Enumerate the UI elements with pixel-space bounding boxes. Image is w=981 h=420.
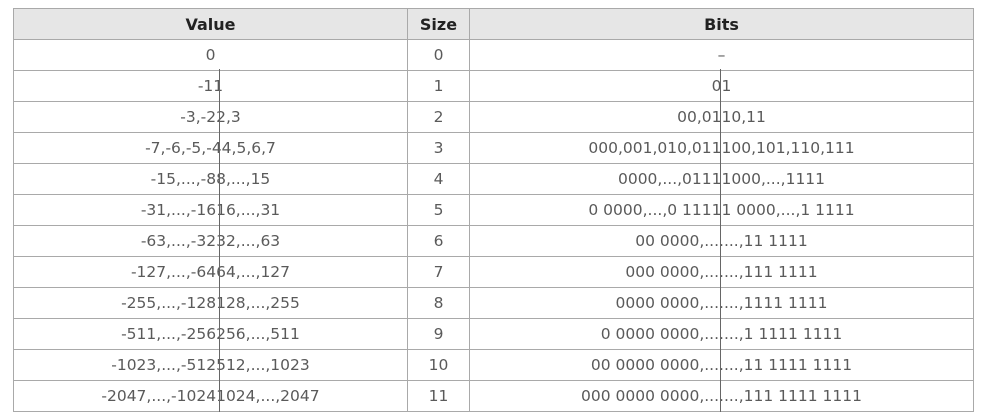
table-row: -255,...,-128128,...,255 8 0000 0000,.....… — [13, 287, 974, 319]
cell-size: 7 — [407, 256, 470, 288]
cell-value: -1023,...,-512512,...,1023 — [13, 349, 408, 381]
table-header-row: Value Size Bits — [13, 8, 974, 40]
cell-size: 6 — [407, 225, 470, 257]
table-row: -11 1 01 — [13, 70, 974, 102]
cell-bits: 00 0000,.......,11 1111 — [469, 225, 974, 257]
table-body: 0 0– -11 1 01 -3,-22,3 2 00,0110,11 -7,-6,-5,-44… — [13, 39, 974, 412]
cell-value: -63,...,-3232,...,63 — [13, 225, 408, 257]
cell-size: 3 — [407, 132, 470, 164]
table-row: -15,...,-88,...,15 4 0000,...,01111000,...… — [13, 163, 974, 195]
value-column-divider-line — [219, 69, 220, 412]
cell-size: 11 — [407, 380, 470, 412]
cell-bits: 000 0000,.......,111 1111 — [469, 256, 974, 288]
cell-value: -255,...,-128128,...,255 — [13, 287, 408, 319]
cell-value: -7,-6,-5,-44,5,6,7 — [13, 132, 408, 164]
table-row: -3,-22,3 2 00,0110,11 — [13, 101, 974, 133]
cell-value: -11 — [13, 70, 408, 102]
table-row: -1023,...,-512512,...,1023 10 00 0000 0000… — [13, 349, 974, 381]
cell-value: 0 — [13, 39, 408, 71]
cell-bits: 000 0000 0000,.......,111 1111 1111 — [469, 380, 974, 412]
cell-size: 10 — [407, 349, 470, 381]
cell-value: -31,...,-1616,...,31 — [13, 194, 408, 226]
bits-column-divider-line — [720, 69, 721, 412]
header-value: Value — [13, 8, 408, 40]
table-row: -127,...,-6464,...,127 7 000 0000,.......,… — [13, 256, 974, 288]
cell-size: 0 — [407, 39, 470, 71]
table-row: -2047,...,-10241024,...,2047 11 000 0000 0… — [13, 380, 974, 412]
cell-size: 9 — [407, 318, 470, 350]
cell-value: -3,-22,3 — [13, 101, 408, 133]
cell-bits: 00 0000 0000,.......,11 1111 1111 — [469, 349, 974, 381]
cell-bits: 0000,...,01111000,...,1111 — [469, 163, 974, 195]
cell-size: 5 — [407, 194, 470, 226]
cell-value: -2047,...,-10241024,...,2047 — [13, 380, 408, 412]
cell-bits: 0000 0000,.......,1111 1111 — [469, 287, 974, 319]
cell-bits: 0 0000 0000,.......,1 1111 1111 — [469, 318, 974, 350]
table-row: 0 0– — [13, 39, 974, 71]
cell-value: -15,...,-88,...,15 — [13, 163, 408, 195]
header-size: Size — [407, 8, 470, 40]
cell-value: -127,...,-6464,...,127 — [13, 256, 408, 288]
table-row: -63,...,-3232,...,63 6 00 0000,.......,11 … — [13, 225, 974, 257]
value-size-bits-table: Value Size Bits 0 0– -11 1 01 -3,-22,3 2 00,011… — [13, 8, 974, 412]
header-bits: Bits — [469, 8, 974, 40]
cell-size: 8 — [407, 287, 470, 319]
cell-size: 2 — [407, 101, 470, 133]
cell-bits: – — [469, 39, 974, 71]
cell-bits: 00,0110,11 — [469, 101, 974, 133]
table-row: -511,...,-256256,...,511 9 0 0000 0000,...… — [13, 318, 974, 350]
table-row: -31,...,-1616,...,31 5 0 0000,...,0 11111 … — [13, 194, 974, 226]
cell-size: 1 — [407, 70, 470, 102]
cell-value: -511,...,-256256,...,511 — [13, 318, 408, 350]
cell-size: 4 — [407, 163, 470, 195]
cell-bits: 000,001,010,011100,101,110,111 — [469, 132, 974, 164]
cell-bits: 01 — [469, 70, 974, 102]
table-row: -7,-6,-5,-44,5,6,7 3 000,001,010,011100,10… — [13, 132, 974, 164]
cell-bits: 0 0000,...,0 11111 0000,...,1 1111 — [469, 194, 974, 226]
